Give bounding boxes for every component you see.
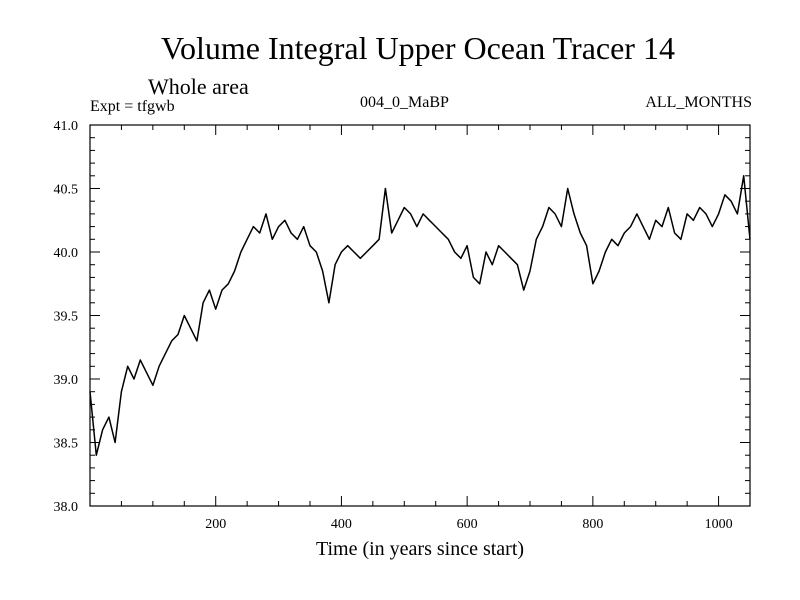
y-tick-label: 39.0 [54, 373, 79, 388]
series-line [89, 175, 751, 456]
x-tick-label: 200 [205, 517, 226, 532]
chart-subtitle: Whole area [148, 74, 249, 99]
y-tick-label: 38.5 [54, 437, 79, 452]
x-tick-label: 1000 [705, 517, 733, 532]
x-axis-label: Time (in years since start) [315, 538, 525, 560]
y-tick-label: 40.0 [54, 246, 79, 261]
period-label: ALL_MONTHS [645, 94, 752, 111]
run-label: 004_0_MaBP [360, 94, 449, 111]
y-tick-label: 39.5 [54, 310, 79, 325]
y-tick-label: 40.5 [54, 183, 79, 198]
x-tick-label: 600 [457, 517, 478, 532]
plot-frame [89, 124, 751, 507]
y-tick-label: 41.0 [54, 119, 79, 134]
x-tick-label: 800 [582, 517, 603, 532]
experiment-label: Expt = tfgwb [90, 98, 175, 115]
chart-title: Volume Integral Upper Ocean Tracer 14 [161, 30, 675, 66]
ticks-layer: 200 400 600 800 1000 38.0 38.5 39.0 39.5 40.0 40.5… [54, 119, 750, 532]
series-layer [89, 175, 751, 456]
y-tick-label: 38.0 [54, 500, 79, 515]
x-tick-label: 400 [331, 517, 352, 532]
